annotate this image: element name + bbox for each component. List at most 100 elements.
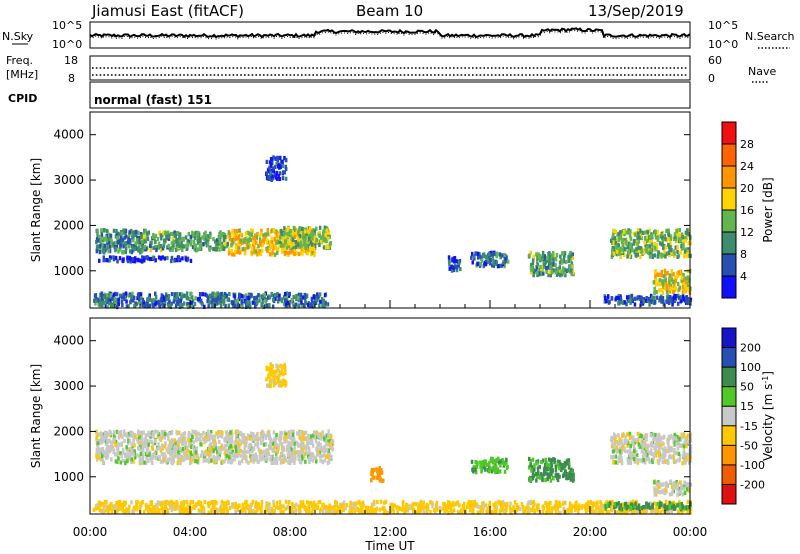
power-cell: [262, 233, 265, 238]
velocity-cell: [288, 457, 291, 462]
power-cell: [640, 236, 643, 241]
velocity-cell: [282, 365, 285, 370]
power-cell: [124, 234, 128, 239]
velocity-cell: [312, 430, 316, 435]
velocity-cell: [105, 455, 108, 460]
velocity-cell: [653, 480, 656, 485]
velocity-cell: [122, 429, 126, 434]
power-cell: [497, 264, 500, 269]
power-cell: [170, 292, 174, 297]
power-cell: [106, 240, 109, 245]
power-cell: [554, 256, 557, 261]
velocity-cell: [684, 452, 688, 457]
y-tick-label: 4000: [53, 128, 84, 142]
velocity-cell: [662, 482, 665, 487]
power-cell: [664, 278, 667, 283]
velocity-cell: [630, 453, 633, 458]
power-cell: [561, 251, 565, 256]
velocity-cell: [657, 438, 661, 443]
velocity-cell: [236, 429, 240, 434]
velocity-cell: [245, 454, 248, 460]
power-cell: [273, 173, 277, 178]
power-cell: [252, 248, 256, 253]
velocity-cell: [531, 468, 535, 473]
velocity-cell: [96, 457, 99, 462]
power-cell: [238, 295, 241, 300]
power-cell: [270, 168, 273, 173]
velocity-cell: [554, 472, 558, 477]
power-cell: [120, 299, 124, 304]
power-cell: [146, 301, 149, 306]
power-cell: [233, 228, 236, 234]
power-cell: [313, 252, 316, 257]
power-cell: [284, 166, 288, 172]
velocity-cell: [121, 435, 124, 440]
velocity-cell: [300, 452, 304, 457]
power-cell: [182, 237, 185, 242]
power-cell: [296, 295, 300, 300]
power-cell: [130, 294, 134, 299]
power-cell: [498, 252, 502, 257]
velocity-cell: [664, 487, 667, 492]
velocity-cell: [265, 377, 268, 382]
velocity-cell: [661, 489, 664, 494]
velocity-cell: [140, 460, 143, 465]
power-cell: [310, 298, 314, 303]
velocity-cell: [327, 439, 330, 444]
velocity-cell: [240, 459, 244, 464]
power-cell: [194, 248, 198, 253]
power-cell: [648, 244, 652, 249]
velocity-cell: [158, 445, 162, 450]
velocity-cell: [560, 467, 563, 473]
velocity-cell: [141, 441, 145, 446]
velocity-cell: [286, 453, 290, 458]
velocity-cell: [304, 444, 307, 449]
velocity-cell: [215, 459, 218, 464]
power-cell: [663, 250, 666, 255]
velocity-cell: [572, 504, 576, 509]
power-cell: [264, 298, 267, 303]
power-cell: [649, 240, 652, 245]
power-cell: [152, 255, 155, 260]
power-cell: [503, 264, 506, 269]
power-cell: [131, 235, 134, 240]
power-cell: [142, 231, 146, 236]
velocity-cell: [569, 467, 573, 472]
velocity-cell: [272, 370, 275, 375]
velocity-cell: [685, 444, 688, 449]
power-cell: [278, 293, 281, 298]
velocity-cell: [145, 455, 149, 460]
power-cell: [114, 240, 118, 245]
velocity-cell: [492, 465, 496, 470]
power-cell: [270, 236, 274, 241]
velocity-cell: [181, 455, 185, 460]
power-cell: [654, 277, 658, 282]
power-cell: [662, 274, 666, 279]
velocity-cell: [300, 450, 303, 455]
velocity-cell: [620, 455, 623, 460]
power-cell: [287, 251, 291, 256]
power-cell: [116, 259, 119, 264]
power-cell: [292, 225, 296, 230]
power-cell: [123, 235, 126, 240]
power-cell: [232, 233, 235, 239]
velocity-cell: [490, 469, 494, 474]
velocity-cell: [479, 460, 482, 465]
power-cell: [119, 243, 122, 248]
velocity-cell: [664, 446, 667, 451]
velocity-cell: [673, 447, 676, 453]
velocity-cell: [668, 454, 672, 459]
power-cell: [109, 303, 113, 308]
power-cell: [98, 250, 102, 255]
velocity-cell: [190, 444, 193, 449]
power-cell: [653, 253, 657, 258]
velocity-cell: [395, 505, 398, 510]
power-cell: [478, 252, 481, 257]
power-cell: [143, 245, 146, 250]
power-cell: [639, 233, 643, 238]
power-cell: [192, 241, 196, 247]
velocity-cell: [264, 457, 268, 462]
velocity-cell: [657, 440, 660, 445]
velocity-cell: [163, 454, 166, 459]
velocity-cell: [290, 454, 293, 459]
